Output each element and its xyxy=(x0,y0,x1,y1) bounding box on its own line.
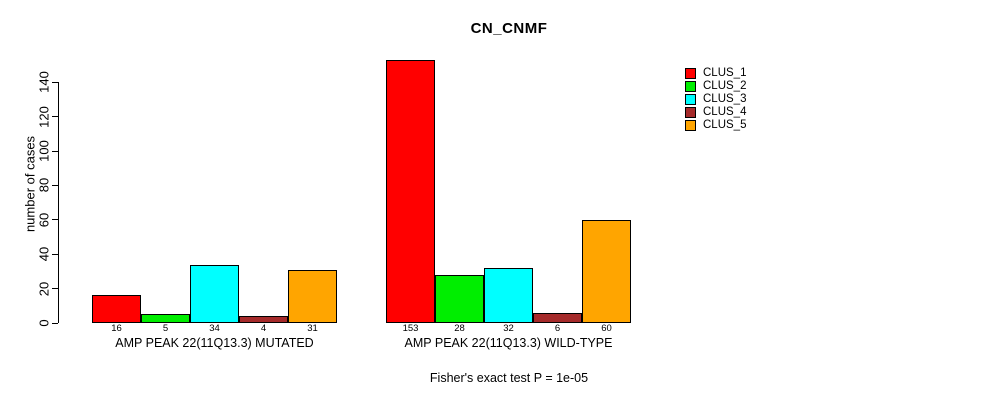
y-axis-line xyxy=(58,82,59,323)
bar-clus_3 xyxy=(190,265,239,323)
y-tick-mark xyxy=(52,253,58,255)
bar-clus_2 xyxy=(435,275,484,323)
bar-value-label: 4 xyxy=(260,323,267,334)
legend-label-clus_2: CLUS_2 xyxy=(703,80,747,92)
bar-value-label: 60 xyxy=(601,323,612,334)
bar-clus_5 xyxy=(582,220,631,323)
y-tick-label: 80 xyxy=(36,178,52,193)
bar-value-label: 31 xyxy=(307,323,318,334)
bar-clus_2 xyxy=(141,314,190,323)
y-tick-mark xyxy=(52,219,58,221)
x-axis-group-label: AMP PEAK 22(11Q13.3) WILD-TYPE xyxy=(404,336,613,350)
bar-value-label: 28 xyxy=(454,323,465,334)
bar-clus_5 xyxy=(288,270,337,323)
y-tick-mark xyxy=(52,116,58,118)
y-axis-label: number of cases xyxy=(22,135,38,233)
legend-swatch-clus_3 xyxy=(685,94,696,105)
bar-clus_4 xyxy=(533,313,582,323)
bar-clus_1 xyxy=(92,295,141,323)
legend-label-clus_1: CLUS_1 xyxy=(703,67,747,79)
legend-label-clus_3: CLUS_3 xyxy=(703,93,747,105)
legend-swatch-clus_1 xyxy=(685,68,696,79)
bar-value-label: 34 xyxy=(209,323,220,334)
legend-swatch-clus_5 xyxy=(685,120,696,131)
bar-value-label: 5 xyxy=(162,323,169,334)
bar-value-label: 16 xyxy=(111,323,122,334)
y-tick-mark xyxy=(52,81,58,83)
y-tick-label: 140 xyxy=(36,71,52,94)
y-tick-label: 100 xyxy=(36,140,52,162)
y-tick-label: 60 xyxy=(36,212,52,228)
legend-label-clus_5: CLUS_5 xyxy=(703,119,747,131)
fisher-test-annotation: Fisher's exact test P = 1e-05 xyxy=(429,371,589,385)
bar-clus_1 xyxy=(386,60,435,323)
bar-clus_3 xyxy=(484,268,533,323)
chart-title: CN_CNMF xyxy=(470,20,548,37)
legend-label-clus_4: CLUS_4 xyxy=(703,106,747,118)
bar-value-label: 6 xyxy=(554,323,561,334)
bar-clus_4 xyxy=(239,316,288,323)
y-tick-label: 0 xyxy=(36,319,52,327)
legend-swatch-clus_2 xyxy=(685,81,696,92)
x-axis-group-label: AMP PEAK 22(11Q13.3) MUTATED xyxy=(115,336,314,350)
legend-swatch-clus_4 xyxy=(685,107,696,118)
y-tick-label: 20 xyxy=(36,281,52,296)
y-tick-mark xyxy=(52,184,58,186)
y-tick-mark xyxy=(52,150,58,152)
bar-value-label: 153 xyxy=(402,323,419,334)
y-tick-label: 40 xyxy=(36,246,52,262)
y-tick-mark xyxy=(52,288,58,290)
y-tick-mark xyxy=(52,322,58,324)
bar-value-label: 32 xyxy=(503,323,514,334)
y-tick-label: 120 xyxy=(36,105,52,128)
